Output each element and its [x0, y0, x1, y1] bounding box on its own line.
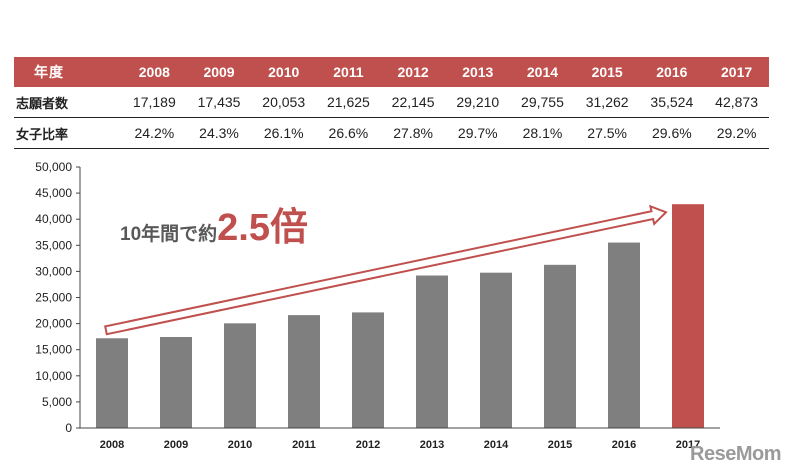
table-cell: 22,145: [391, 94, 435, 110]
x-tick-label: 2017: [676, 439, 700, 451]
x-tick-label: 2009: [164, 439, 188, 451]
table-cell: 21,625: [326, 94, 370, 110]
table-cell: 26.6%: [328, 125, 369, 141]
growth-annotation: 10年間で約2.5倍: [120, 207, 308, 249]
watermark-logo: ReseMom: [690, 443, 781, 465]
bar-2009: [160, 336, 192, 428]
x-tick-label: 2012: [356, 439, 380, 451]
trend-arrow: [104, 204, 668, 336]
header-year-2015: 2015: [574, 57, 640, 87]
table-cell: 27.8%: [393, 125, 433, 141]
header-year-2014: 2014: [510, 57, 575, 87]
header-year-2017: 2017: [704, 57, 769, 87]
bar-2008: [96, 338, 128, 428]
table-row: 女子比率 24.2% 24.3% 26.1% 26.6% 27.8% 29.7% 28.1% 2…: [14, 118, 769, 149]
bar-2013: [416, 275, 448, 428]
table-cell: 20,053: [262, 94, 306, 110]
bar-2014: [480, 272, 512, 428]
bars: [96, 204, 704, 428]
table-cell: 26.1%: [263, 125, 304, 141]
table-cell: 29.6%: [651, 125, 692, 141]
x-tick-label: 2014: [484, 439, 509, 451]
data-table: 年度 2008 2009 2010 2011 2012 2013 2014 2015 2016 2…: [14, 57, 769, 149]
table-cell: 17,189: [132, 94, 176, 110]
x-tick-label: 2013: [420, 439, 444, 451]
y-tick-label: 5,000: [42, 395, 72, 409]
table-cell: 29,210: [456, 94, 500, 110]
bar-chart: 0 5,000 10,000 15,000 20,000 25,000 30,000 35,0…: [35, 160, 720, 451]
table-header-row: 年度 2008 2009 2010 2011 2012 2013 2014 2015 2016 2…: [14, 57, 769, 87]
table-cell: 29.7%: [457, 125, 498, 141]
header-year-2009: 2009: [186, 57, 252, 87]
bar-2016: [608, 242, 640, 428]
header-year-2008: 2008: [122, 57, 187, 87]
row-label: 女子比率: [16, 126, 69, 142]
bar-2010: [224, 323, 256, 428]
bar-2015: [544, 264, 576, 428]
header-year-2013: 2013: [445, 57, 511, 87]
table-body: 志願者数 17,189 17,435 20,053 21,625 22,145 29,210…: [14, 87, 769, 149]
x-tick-label: 2011: [292, 439, 316, 451]
table-cell: 31,262: [585, 94, 629, 110]
table-cell: 27.5%: [587, 125, 627, 141]
x-tick-label: 2015: [548, 439, 572, 451]
header-year-2012: 2012: [380, 57, 446, 87]
header-label: 年度: [14, 57, 122, 87]
annotation-emphasis: 2.5倍: [217, 207, 308, 249]
y-tick-label: 25,000: [35, 291, 72, 305]
y-tick-label: 30,000: [35, 264, 72, 278]
x-tick-label: 2008: [100, 439, 124, 451]
trend-arrow-shape: [104, 204, 668, 336]
y-tick-label: 50,000: [35, 160, 72, 174]
y-tick-label: 20,000: [35, 317, 72, 331]
row-label: 志願者数: [16, 95, 69, 111]
bar-2012: [352, 312, 384, 428]
header-year-2010: 2010: [251, 57, 317, 87]
y-tick-label: 40,000: [35, 212, 72, 226]
x-tick-label: 2010: [228, 439, 252, 451]
table-cell: 29,755: [521, 94, 564, 110]
x-tick-label: 2016: [612, 439, 636, 451]
x-axis: 2008 2009 2010 2011 2012 2013 2014 2015 2016 2017: [80, 427, 720, 451]
table-cell: 24.2%: [134, 125, 175, 141]
y-tick-label: 0: [65, 421, 72, 435]
table-cell: 42,873: [715, 94, 758, 110]
header-year-2011: 2011: [316, 57, 381, 87]
table-cell: 28.1%: [522, 125, 563, 141]
bar-2011: [288, 315, 320, 428]
table-cell: 35,524: [650, 94, 694, 110]
table-cell: 24.3%: [199, 125, 239, 141]
y-tick-label: 10,000: [35, 369, 72, 383]
bar-2017: [672, 204, 704, 428]
table-cell: 17,435: [197, 94, 241, 110]
header-year-2016: 2016: [639, 57, 705, 87]
y-axis: 0 5,000 10,000 15,000 20,000 25,000 30,000 35,0…: [35, 160, 81, 435]
table-row: 志願者数 17,189 17,435 20,053 21,625 22,145 29,210…: [14, 87, 769, 118]
y-tick-label: 35,000: [35, 238, 72, 252]
annotation-prefix: 10年間で約: [120, 222, 217, 245]
y-tick-label: 45,000: [35, 186, 72, 200]
y-tick-label: 15,000: [35, 343, 72, 357]
table-cell: 29.2%: [716, 125, 757, 141]
